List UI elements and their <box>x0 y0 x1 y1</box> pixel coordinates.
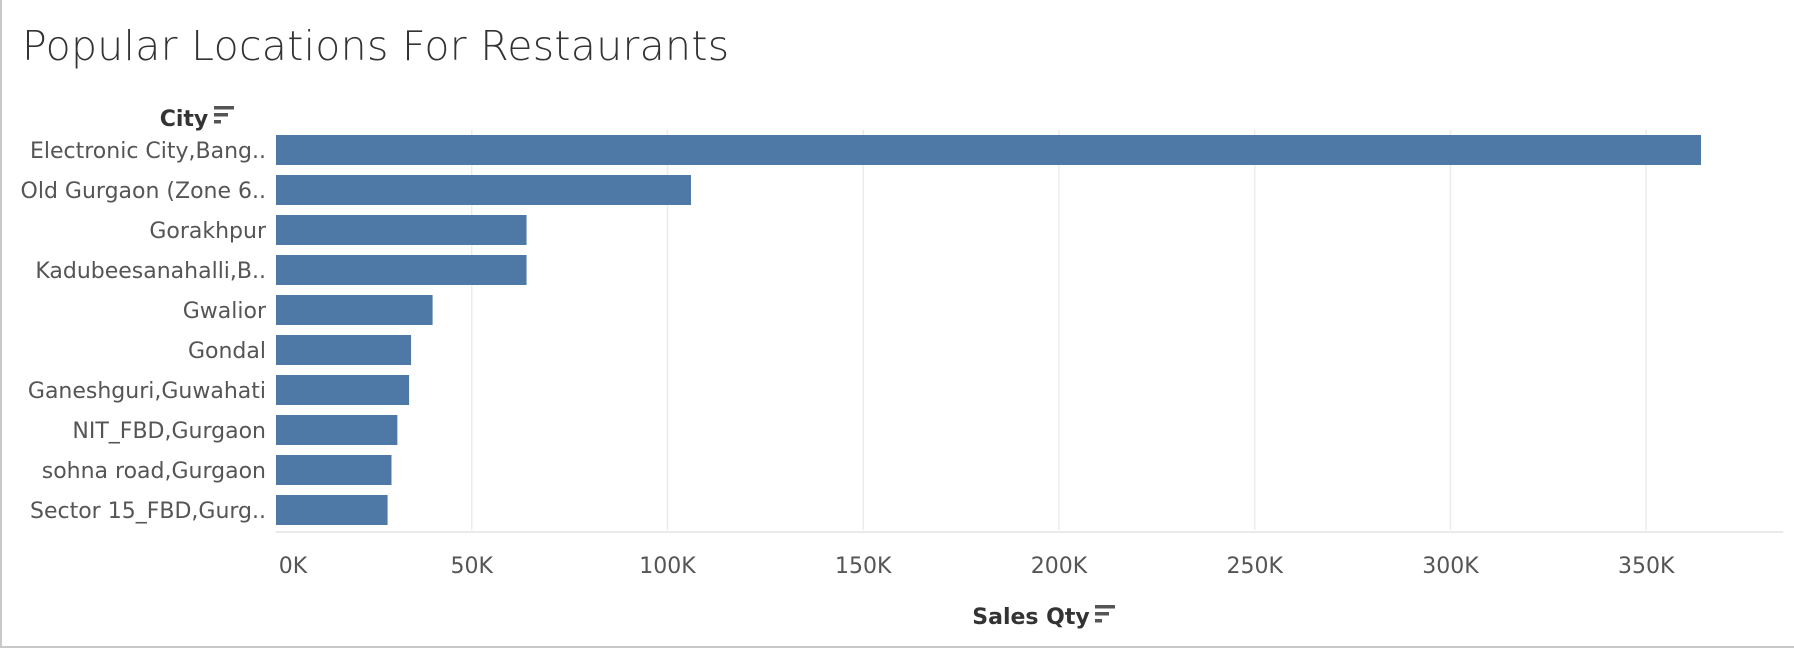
x-tick-label: 200K <box>1031 554 1088 579</box>
category-label: Gondal <box>188 339 266 364</box>
bar[interactable] <box>276 135 1701 165</box>
x-tick-label: 50K <box>451 554 494 579</box>
bar[interactable] <box>276 335 412 365</box>
x-tick-label: 300K <box>1422 554 1479 579</box>
x-tick-label: 100K <box>639 554 696 579</box>
x-tick-label: 350K <box>1618 554 1675 579</box>
bar[interactable] <box>276 375 410 405</box>
x-tick-label: 150K <box>835 554 892 579</box>
category-label: Gwalior <box>183 299 267 324</box>
x-tick-label: 250K <box>1226 554 1283 579</box>
category-label: NIT_FBD,Gurgaon <box>72 419 266 444</box>
bar[interactable] <box>276 295 433 325</box>
category-label: Old Gurgaon (Zone 6.. <box>21 179 266 204</box>
category-label: Sector 15_FBD,Gurg.. <box>30 499 266 524</box>
bar[interactable] <box>276 455 392 485</box>
category-label: Electronic City,Bang.. <box>30 139 266 164</box>
grid-layer <box>276 130 1784 533</box>
category-label: Kadubeesanahalli,B.. <box>35 259 266 284</box>
x-tick-labels: 0K 50K 100K 150K 200K 250K 300K 350K <box>279 554 1675 579</box>
bar-layer <box>276 135 1701 525</box>
category-label: sohna road,Gurgaon <box>42 459 266 484</box>
x-tick-label: 0K <box>279 554 308 579</box>
category-labels: Electronic City,Bang.. Old Gurgaon (Zone … <box>21 139 267 524</box>
x-axis-title: Sales Qty <box>972 605 1089 630</box>
column-sort-icon[interactable] <box>1095 605 1115 623</box>
y-axis-title: City <box>160 107 209 132</box>
bar[interactable] <box>276 495 388 525</box>
category-label: Gorakhpur <box>149 219 267 244</box>
bar[interactable] <box>276 415 398 445</box>
category-label: Ganeshguri,Guwahati <box>28 379 266 404</box>
bar[interactable] <box>276 215 527 245</box>
bar[interactable] <box>276 255 527 285</box>
chart-title: Popular Locations For Restaurants <box>22 22 730 70</box>
row-sort-icon[interactable] <box>214 106 234 124</box>
bar[interactable] <box>276 175 691 205</box>
